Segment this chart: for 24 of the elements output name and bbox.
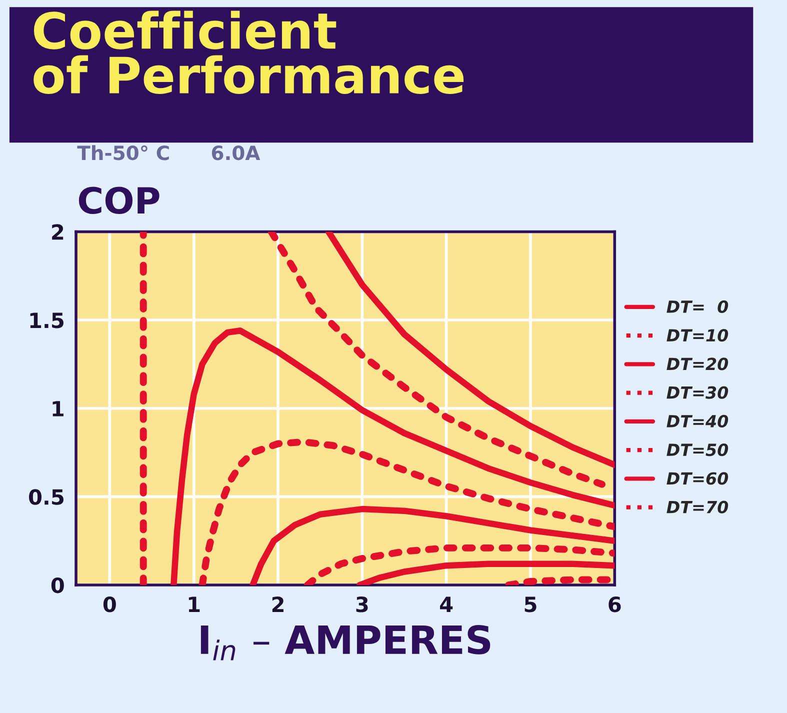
x-axis-title: I$_{in}$ – AMPERES (200, 625, 490, 660)
chart-title: Coefficient of Performance (34, 10, 464, 94)
x-tick-label: 5 (524, 596, 536, 612)
legend-label: DT=30 (666, 386, 728, 399)
y-tick-label: 0.5 (29, 489, 64, 505)
y-axis-title: COP (78, 186, 160, 214)
y-tick-label: 1 (52, 401, 64, 416)
legend-label: DT= 0 (666, 300, 728, 313)
legend-label: DT=10 (666, 329, 728, 342)
y-tick-label: 2 (52, 224, 64, 240)
legend-label: DT=40 (666, 414, 728, 428)
legend-label: DT=50 (666, 444, 728, 456)
legend-label: DT=60 (666, 472, 728, 485)
x-tick-label: 3 (356, 596, 368, 612)
x-tick-label: 0 (103, 596, 116, 612)
legend-label: DT=70 (666, 500, 728, 514)
x-tick-label: 1 (188, 596, 200, 612)
y-tick-label: 1.5 (30, 312, 64, 328)
x-tick-label: 4 (440, 596, 453, 612)
chart-subtitle: Th-50° C 6.0A (77, 145, 260, 160)
legend-label: DT=20 (666, 358, 728, 370)
y-tick-label: 0 (51, 577, 64, 594)
x-tick-label: 2 (272, 596, 284, 612)
x-tick-label: 6 (608, 596, 621, 612)
